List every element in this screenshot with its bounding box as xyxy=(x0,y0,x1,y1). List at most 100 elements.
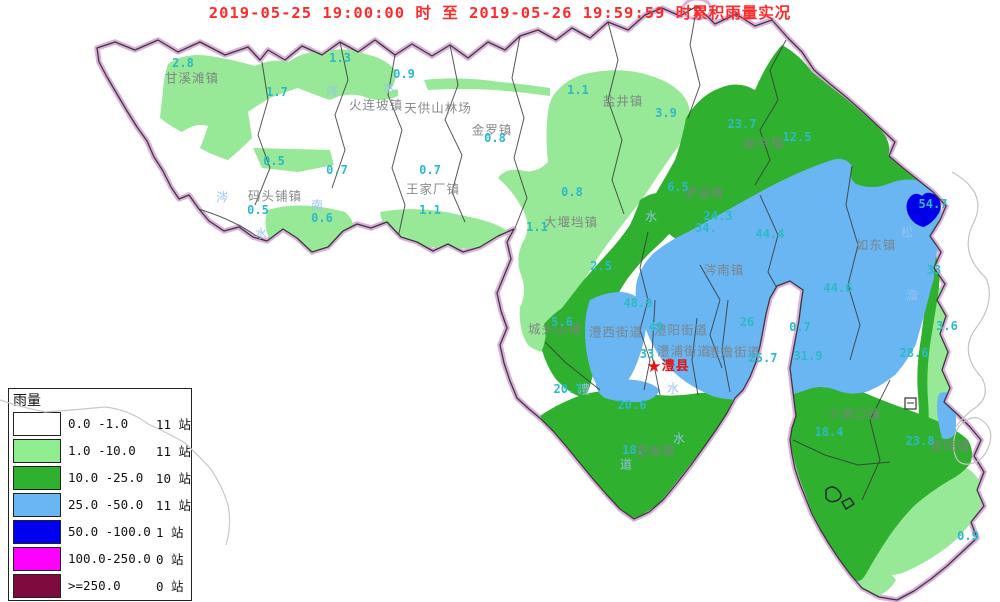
station-value: 0.8 xyxy=(561,185,583,199)
legend-swatch xyxy=(13,438,61,463)
station-value: 1.7 xyxy=(266,85,288,99)
town-label: 澧西街道 xyxy=(588,324,644,340)
station-value: 0.8 xyxy=(484,131,506,145)
station-value: 28.6 xyxy=(899,346,929,360)
station-value: 33 xyxy=(639,347,655,361)
town-label: 澧南镇 xyxy=(634,443,676,459)
county-seat-name: 澧县 xyxy=(661,359,690,374)
station-value: 31.9 xyxy=(793,349,823,363)
station-value: 18. xyxy=(622,443,644,457)
map-title: 2019-05-25 19:00:00 时 至 2019-05-26 19:59… xyxy=(208,4,792,22)
county-border-line xyxy=(96,5,985,601)
river-name-char: 澹 xyxy=(905,288,919,303)
station-value: 20.7 xyxy=(553,382,583,396)
station-value: 1.1 xyxy=(526,220,548,234)
town-label: 如东镇 xyxy=(855,237,897,253)
legend-range: 25.0 -50.0 xyxy=(68,497,144,512)
river-name-char: 道 xyxy=(619,457,633,472)
station-value: 12.5 xyxy=(782,130,812,144)
station-value: 24.3 xyxy=(703,209,733,223)
region-dark-blue xyxy=(906,192,941,227)
town-label: 澧浦街道 xyxy=(656,343,712,359)
station-value: 0.7 xyxy=(326,163,348,177)
station-value: 20.6 xyxy=(617,398,647,412)
legend-swatch xyxy=(13,492,61,517)
station-value: 33 xyxy=(926,263,942,277)
river-name-char: 涔 xyxy=(215,190,229,205)
legend-row: 10.0 -25.0 10 站 xyxy=(9,464,191,491)
county-seat: ★澧县 xyxy=(646,355,689,377)
legend-row: 50.0 -100.0 1 站 xyxy=(9,518,191,545)
town-label: 王家厂镇 xyxy=(405,181,461,197)
legend-swatch xyxy=(13,546,61,571)
legend-station-count: 0 站 xyxy=(156,579,184,594)
river-name-char: 水 xyxy=(382,80,396,95)
town-label: 小渡口镇 xyxy=(826,406,882,422)
legend-row: 25.0 -50.0 11 站 xyxy=(9,491,191,518)
station-value: 0.5 xyxy=(247,203,269,217)
station-value: 0.9 xyxy=(957,529,979,543)
station-value: 34. xyxy=(695,221,717,235)
county-seat-star-icon: ★ xyxy=(646,357,662,377)
legend-range: 100.0-250.0 xyxy=(68,551,151,566)
station-value: 48.9 xyxy=(623,296,653,310)
legend-range: 1.0 -10.0 xyxy=(68,443,136,458)
town-label: 梦溪镇 xyxy=(683,185,725,201)
station-value: 1.1 xyxy=(419,203,441,217)
river-name-char: 南 xyxy=(310,198,324,213)
legend-station-count: 11 站 xyxy=(155,444,191,459)
station-value: 1.1 xyxy=(567,83,589,97)
town-label: 澧澹街道 xyxy=(706,344,762,360)
station-value: 0.9 xyxy=(393,67,415,81)
outside-rivers xyxy=(951,171,992,465)
station-value: 6.5 xyxy=(667,180,689,194)
station-value: 49 xyxy=(648,320,664,334)
station-value: 23.8 xyxy=(905,434,935,448)
lake-islets xyxy=(825,486,855,510)
legend-station-count: 0 站 xyxy=(156,552,184,567)
legend-range: 50.0 -100.0 xyxy=(68,524,151,539)
river-name-char: 松 xyxy=(900,225,914,240)
legend-rows: 0.0 -1.0 11 站 1.0 -10.0 11 站 10.0 -25.0 10 站 2… xyxy=(9,410,191,599)
legend-swatch xyxy=(13,465,61,490)
legend-row: 1.0 -10.0 11 站 xyxy=(9,437,191,464)
legend-station-count: 1 站 xyxy=(156,525,184,540)
station-value: 44.6 xyxy=(823,281,853,295)
legend-row: 100.0-250.0 0 站 xyxy=(9,545,191,572)
legend-station-count: 11 站 xyxy=(155,417,191,432)
station-value: 0.7 xyxy=(419,163,441,177)
town-label: 天供山林场 xyxy=(404,100,472,116)
legend-title: 雨量 xyxy=(13,393,41,409)
station-value: 23.7 xyxy=(727,117,757,131)
town-label: 码头铺镇 xyxy=(247,188,303,204)
town-label: 甘溪滩镇 xyxy=(164,70,220,86)
station-value: 54.7 xyxy=(918,197,948,211)
river-name-char: 水 xyxy=(644,209,658,224)
station-value: 18.4 xyxy=(814,425,844,439)
town-label: 澧阳街道 xyxy=(653,322,709,338)
town-label: 盐井镇 xyxy=(602,93,644,109)
station-value: 3.6 xyxy=(936,319,958,333)
station-value: 44.4 xyxy=(755,227,785,241)
station-value: 0.6 xyxy=(311,211,333,225)
river-name-char: 涔 xyxy=(325,84,339,99)
legend-swatch xyxy=(13,573,61,598)
legend-range: 10.0 -25.0 xyxy=(68,470,144,485)
station-value: 0.7 xyxy=(789,320,811,334)
town-label: 城头山镇 xyxy=(527,321,583,337)
station-value: 26 xyxy=(739,315,755,329)
reservoir-marker xyxy=(904,397,917,410)
legend-station-count: 11 站 xyxy=(155,498,191,513)
station-value: 0.5 xyxy=(263,154,285,168)
legend-swatch xyxy=(13,519,61,544)
station-value: 2.8 xyxy=(172,56,194,70)
river-name-char: 水 xyxy=(672,431,686,446)
legend-range: >=250.0 xyxy=(68,578,121,593)
river-name-char: 水 xyxy=(666,381,680,396)
legend-row: 0.0 -1.0 11 站 xyxy=(9,410,191,437)
river-name-char: 水 xyxy=(254,226,268,241)
town-label: 官垸镇 xyxy=(929,438,971,454)
rainfall-regions xyxy=(160,6,983,598)
town-label: 金罗镇 xyxy=(471,122,513,138)
